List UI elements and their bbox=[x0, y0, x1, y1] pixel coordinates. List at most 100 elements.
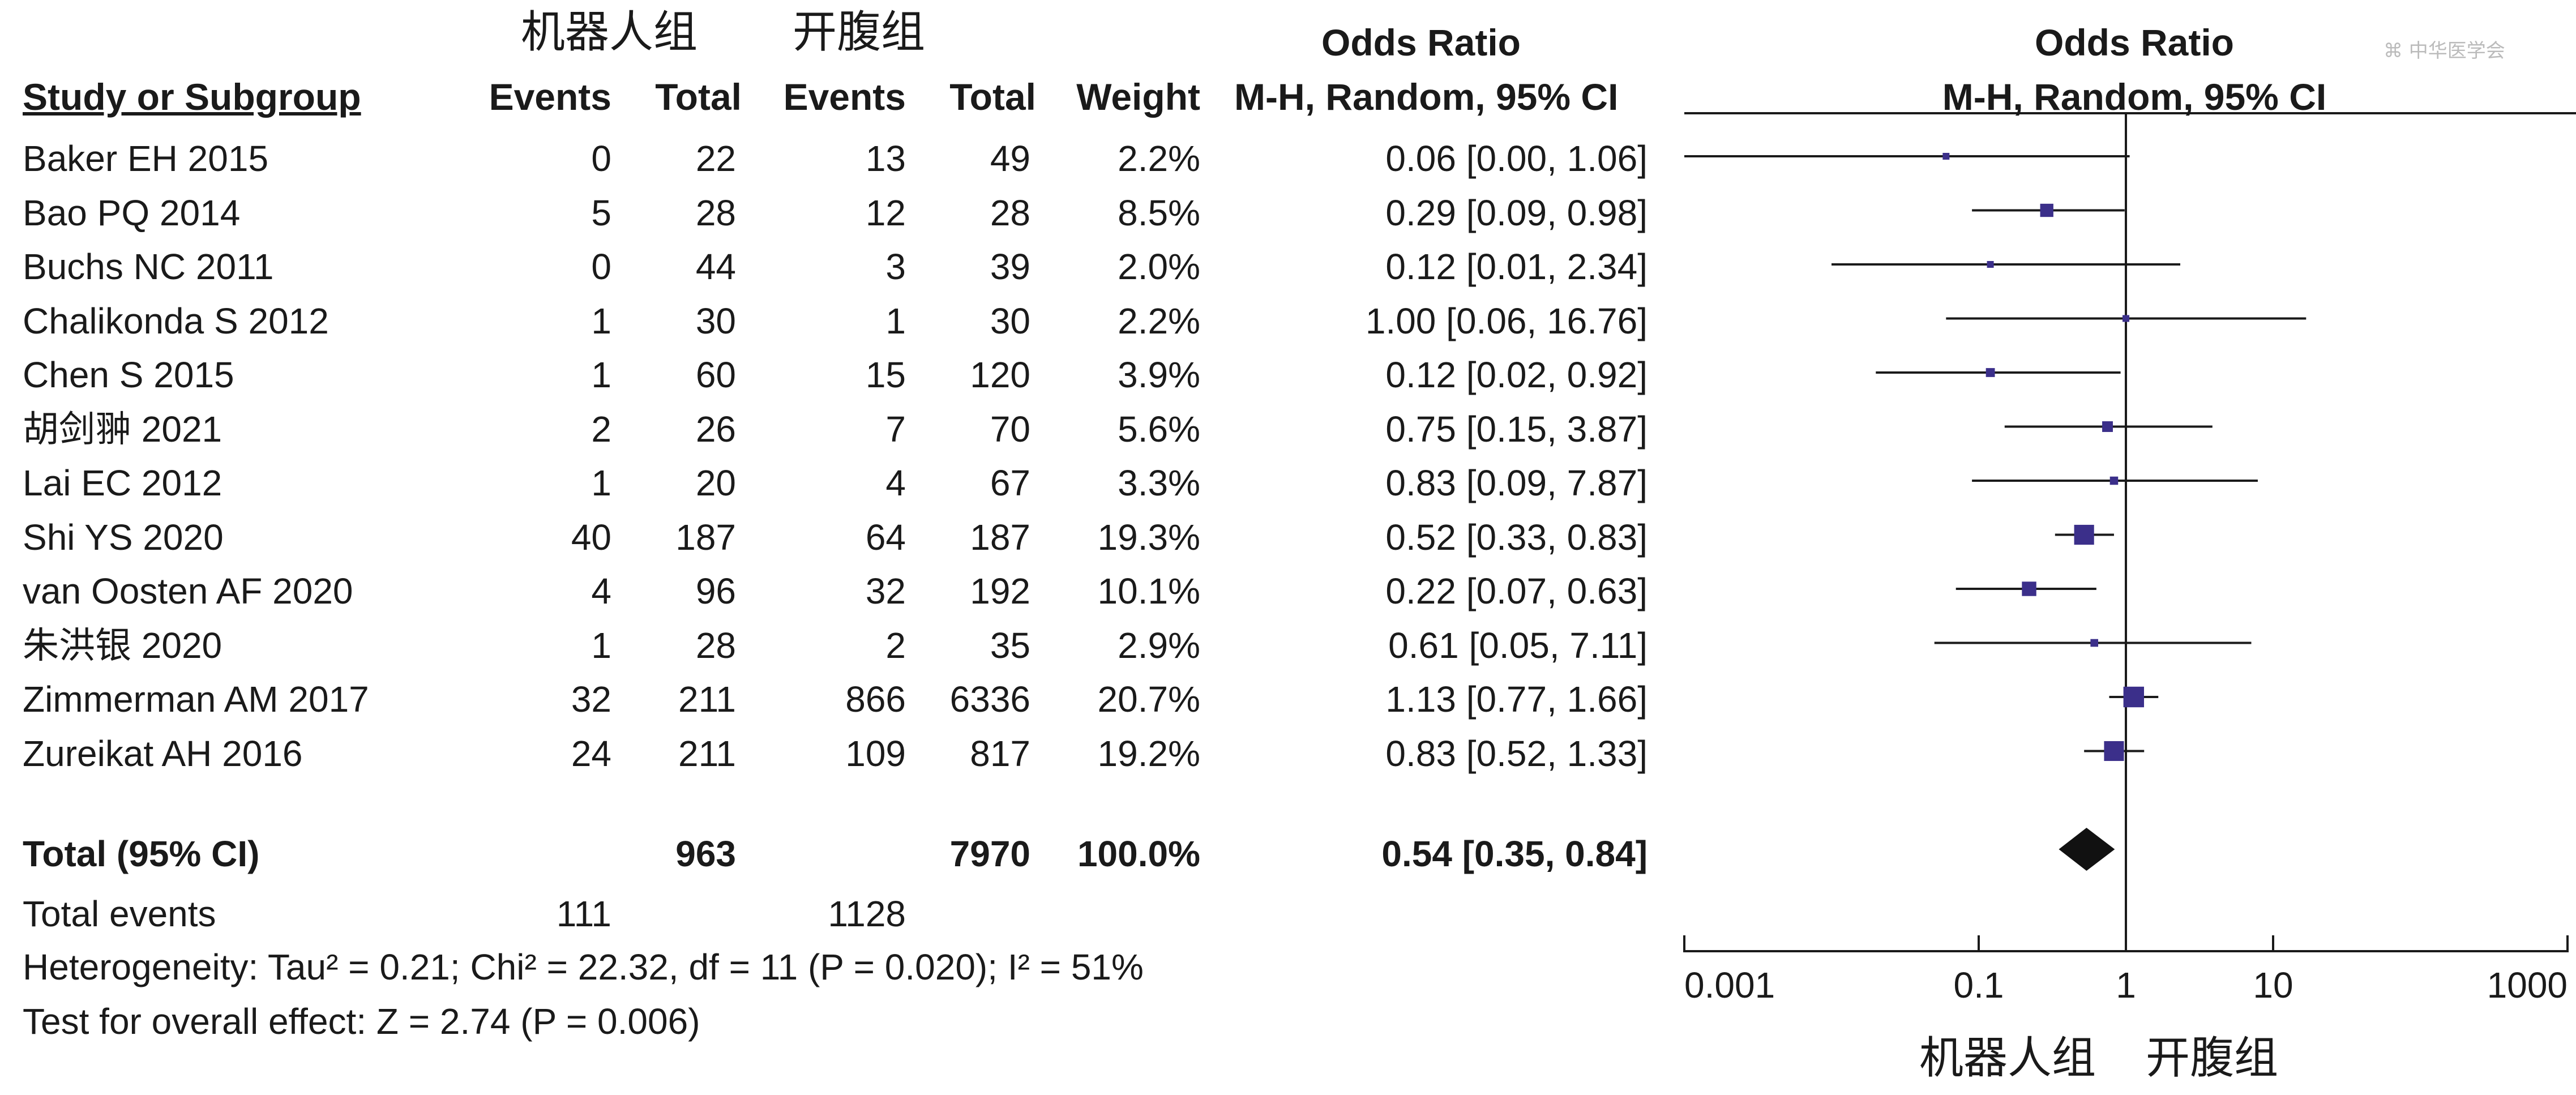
weight: 8.5% bbox=[1118, 192, 1200, 233]
or-ci: 0.61 [0.05, 7.11] bbox=[1388, 625, 1648, 666]
study-name: Zimmerman AM 2017 bbox=[23, 679, 369, 720]
or-ci: 0.83 [0.52, 1.33] bbox=[1385, 733, 1648, 774]
study-name: Bao PQ 2014 bbox=[23, 192, 241, 233]
effect-marker bbox=[2123, 315, 2129, 322]
open-total: 70 bbox=[990, 408, 1030, 450]
robot-events: 0 bbox=[591, 138, 611, 179]
open-events: 3 bbox=[885, 246, 906, 287]
robot-total: 20 bbox=[695, 463, 736, 503]
open-total: 49 bbox=[990, 138, 1030, 179]
open-total-header: Total bbox=[949, 76, 1036, 118]
study-name: 胡剑翀 2021 bbox=[23, 408, 222, 450]
x-tick-label: 1 bbox=[2116, 965, 2136, 1006]
or-ci: 0.83 [0.09, 7.87] bbox=[1385, 463, 1648, 503]
robot-total: 22 bbox=[695, 138, 736, 179]
robot-total: 30 bbox=[695, 300, 736, 341]
open-events: 2 bbox=[885, 625, 906, 666]
effect-marker bbox=[2040, 203, 2053, 217]
total-events-open: 1128 bbox=[828, 893, 906, 934]
study-name: Buchs NC 2011 bbox=[23, 246, 274, 287]
x-tick-label: 1000 bbox=[2487, 965, 2568, 1006]
weight: 2.2% bbox=[1118, 138, 1200, 179]
total-label: Total (95% CI) bbox=[23, 833, 260, 874]
pooled-diamond bbox=[2059, 828, 2115, 871]
open-total: 192 bbox=[970, 571, 1030, 611]
or-ci: 0.29 [0.09, 0.98] bbox=[1385, 192, 1648, 233]
weight: 10.1% bbox=[1097, 571, 1200, 611]
robot-total: 96 bbox=[695, 571, 736, 611]
effect-marker bbox=[2109, 476, 2119, 485]
open-events: 4 bbox=[885, 463, 906, 503]
robot-total: 211 bbox=[678, 679, 736, 720]
or-ci: 0.12 [0.01, 2.34] bbox=[1385, 246, 1648, 287]
weight: 3.9% bbox=[1118, 354, 1200, 395]
robot-events: 24 bbox=[571, 733, 611, 774]
robot-total: 60 bbox=[695, 354, 736, 395]
weight: 5.6% bbox=[1118, 408, 1200, 450]
study-name: 朱洪银 2020 bbox=[23, 625, 222, 666]
total-robot-total: 963 bbox=[675, 833, 736, 874]
effect-marker bbox=[1942, 153, 1950, 160]
robot-events: 1 bbox=[591, 625, 611, 666]
open-total: 817 bbox=[970, 733, 1030, 774]
open-events: 866 bbox=[845, 679, 906, 720]
open-events: 13 bbox=[865, 138, 906, 179]
study-name: Baker EH 2015 bbox=[23, 138, 269, 179]
effect-marker bbox=[1986, 368, 1995, 377]
effect-marker bbox=[2022, 581, 2036, 596]
robot-events: 4 bbox=[591, 571, 611, 611]
or-method-header: M-H, Random, 95% CI bbox=[1234, 76, 1619, 118]
effect-marker bbox=[1987, 261, 1994, 268]
weight: 2.0% bbox=[1118, 246, 1200, 287]
robot-total: 28 bbox=[695, 625, 736, 666]
weight: 2.2% bbox=[1118, 300, 1200, 341]
open-group-label: 开腹组 bbox=[793, 7, 926, 58]
open-total: 6336 bbox=[949, 679, 1030, 720]
robot-total: 28 bbox=[695, 192, 736, 233]
robot-events: 2 bbox=[591, 408, 611, 450]
open-events: 64 bbox=[865, 516, 906, 558]
robot-events: 40 bbox=[571, 516, 611, 558]
x-tick-label: 0.1 bbox=[1954, 965, 2004, 1006]
robot-total: 187 bbox=[675, 516, 736, 558]
robot-total-header: Total bbox=[655, 76, 742, 118]
robot-total: 211 bbox=[678, 733, 736, 774]
open-events: 12 bbox=[865, 192, 906, 233]
favours-robot-label: 机器人组 bbox=[1919, 1033, 2096, 1084]
x-tick-label: 10 bbox=[2253, 965, 2293, 1006]
plot-title: Odds Ratio bbox=[2034, 22, 2234, 63]
favours-open-label: 开腹组 bbox=[2146, 1033, 2279, 1084]
effect-marker bbox=[2090, 639, 2098, 647]
open-events: 1 bbox=[885, 300, 906, 341]
open-events: 32 bbox=[865, 571, 906, 611]
or-column-title: Odds Ratio bbox=[1321, 22, 1521, 63]
study-name: Chen S 2015 bbox=[23, 354, 234, 395]
open-events-header: Events bbox=[783, 76, 906, 118]
open-total: 187 bbox=[970, 516, 1030, 558]
x-tick-label: 0.001 bbox=[1684, 965, 1775, 1006]
study-name: Lai EC 2012 bbox=[23, 463, 222, 503]
total-ci: 0.54 [0.35, 0.84] bbox=[1381, 833, 1648, 874]
total-open-total: 7970 bbox=[949, 833, 1030, 874]
total-events-robot: 111 bbox=[556, 893, 611, 934]
watermark-logo: ⌘ 中华医学会 bbox=[2384, 40, 2505, 62]
heterogeneity-text: Heterogeneity: Tau² = 0.21; Chi² = 22.32… bbox=[23, 947, 1144, 987]
or-ci: 0.12 [0.02, 0.92] bbox=[1385, 354, 1648, 395]
open-total: 67 bbox=[990, 463, 1030, 503]
or-ci: 0.06 [0.00, 1.06] bbox=[1385, 138, 1648, 179]
or-ci: 0.75 [0.15, 3.87] bbox=[1385, 408, 1648, 450]
robot-total: 26 bbox=[695, 408, 736, 450]
robot-group-label: 机器人组 bbox=[521, 7, 698, 58]
robot-total: 44 bbox=[695, 246, 736, 287]
effect-marker bbox=[2123, 686, 2144, 708]
open-total: 120 bbox=[970, 354, 1030, 395]
open-events: 7 bbox=[885, 408, 906, 450]
effect-marker bbox=[2074, 524, 2094, 545]
weight: 3.3% bbox=[1118, 463, 1200, 503]
robot-events: 0 bbox=[591, 246, 611, 287]
overall-effect-text: Test for overall effect: Z = 2.74 (P = 0… bbox=[23, 1001, 700, 1042]
open-total: 39 bbox=[990, 246, 1030, 287]
study-header: Study or Subgroup bbox=[23, 76, 361, 118]
effect-marker bbox=[2104, 741, 2124, 762]
